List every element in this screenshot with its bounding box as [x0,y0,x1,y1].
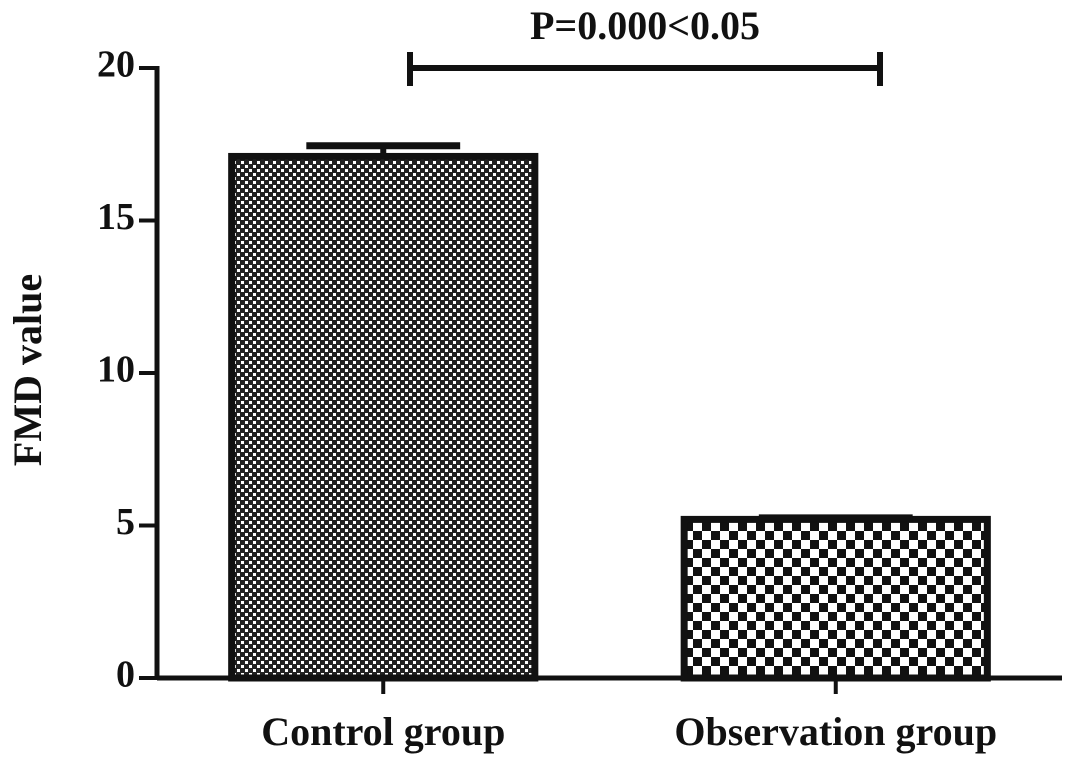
bar [680,515,991,682]
y-tick-label: 15 [97,196,135,238]
x-tick-label: Control group [261,709,505,754]
bar [228,152,539,682]
significance-bracket [407,52,883,86]
y-tick-label: 5 [116,501,135,543]
y-tick-label: 20 [97,44,135,86]
y-tick-label: 10 [97,349,135,391]
y-axis-title: FMD value [5,274,50,466]
x-tick-label: Observation group [674,709,997,754]
annotation: P=0.000<0.05 [530,3,760,48]
y-tick-label: 0 [116,654,135,696]
